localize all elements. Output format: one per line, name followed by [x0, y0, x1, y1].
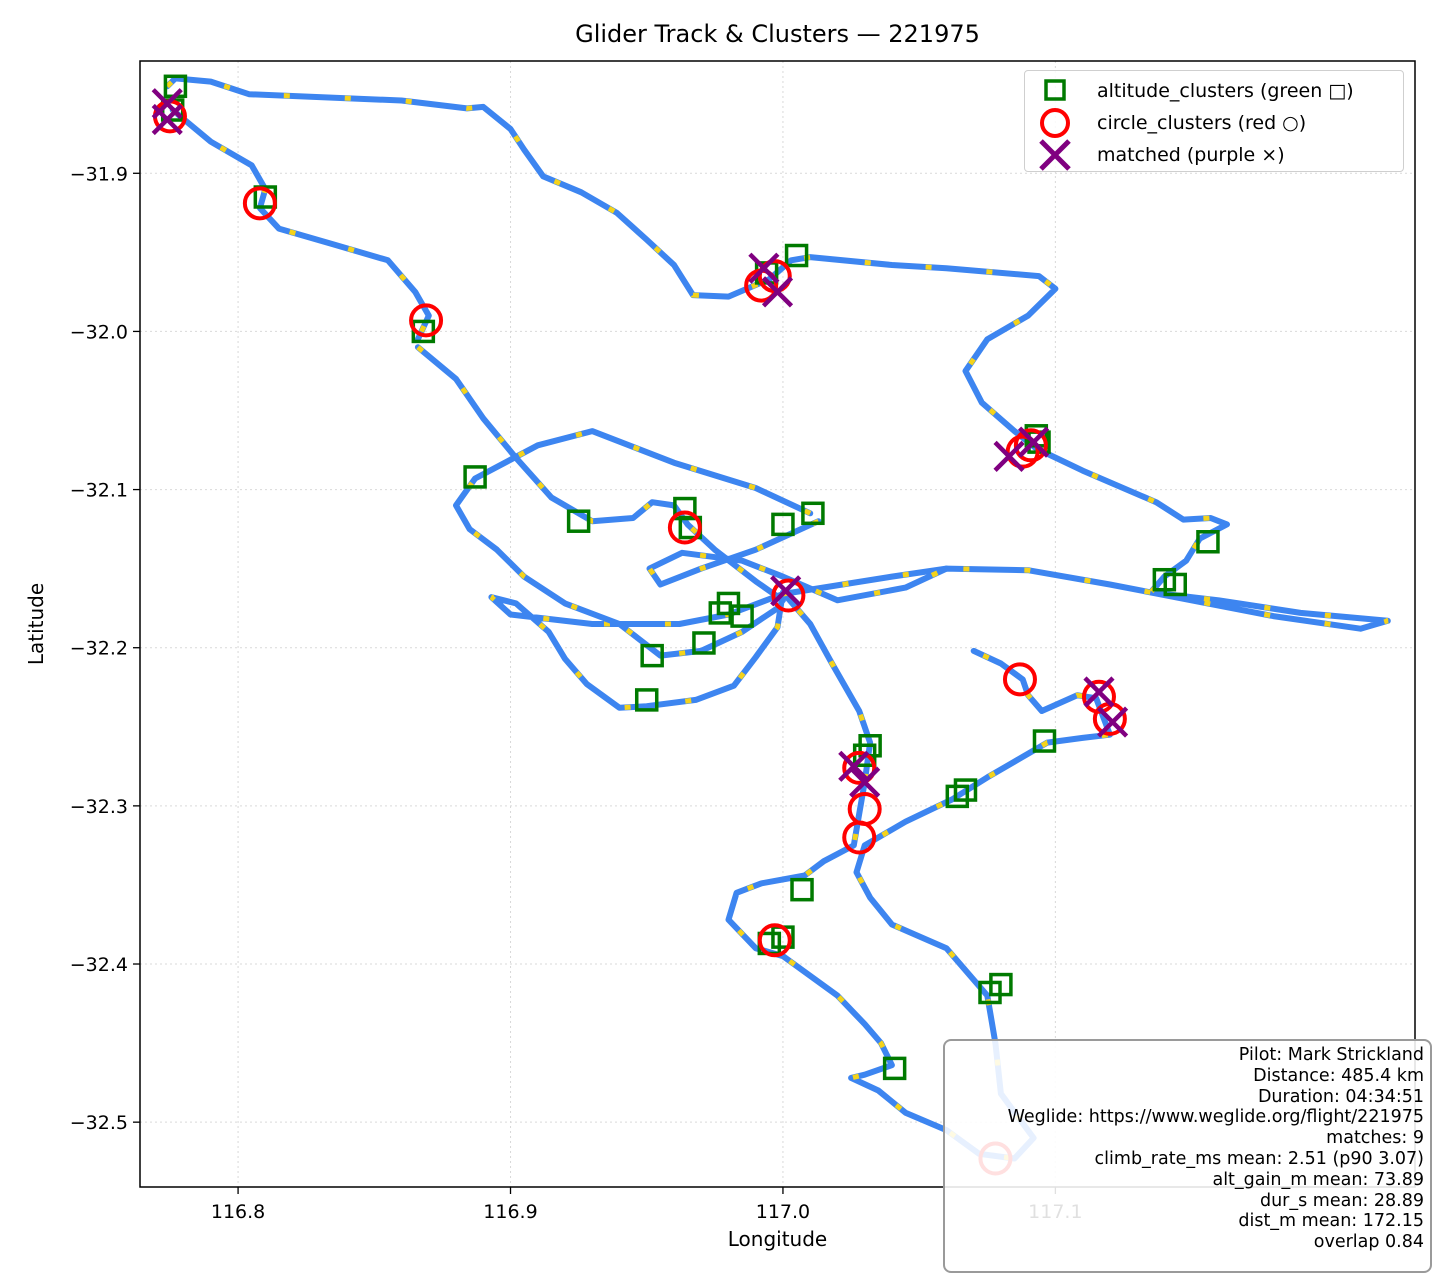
circle-cluster-marker: [667, 510, 702, 545]
altitude-cluster-marker: [978, 980, 1002, 1005]
x-tick-label: 117.0: [756, 1201, 810, 1223]
legend-label: altitude_clusters (green □): [1097, 80, 1354, 102]
matched-marker: [993, 440, 1025, 472]
info-pilot: Pilot: Mark Strickland: [1238, 1045, 1424, 1065]
marker-layer: [151, 74, 1220, 1176]
matched-marker: [761, 276, 794, 308]
chart-title: Glider Track & Clusters — 221975: [575, 20, 980, 48]
circle-cluster-marker: [1013, 428, 1048, 463]
circle-cluster-marker: [757, 923, 792, 958]
track-branch-segment: [646, 518, 950, 604]
y-tick-label: −32.0: [70, 321, 128, 343]
matched-marker: [1083, 676, 1115, 708]
y-tick-label: −32.2: [70, 638, 128, 660]
circle-cluster-marker: [842, 750, 877, 785]
info-dur: dur_s mean: 28.89: [1259, 1190, 1424, 1211]
info-alt-gain: alt_gain_m mean: 73.89: [1212, 1169, 1424, 1190]
y-tick-label: −32.4: [70, 954, 128, 976]
track-layer: [164, 75, 1391, 1162]
green-square-icon: [1044, 79, 1066, 101]
matched-marker: [151, 103, 183, 136]
tick-layer: 116.8116.9117.0117.1−31.9−32.0−32.1−32.2…: [70, 163, 1083, 1223]
x-axis-label: Longitude: [727, 1227, 828, 1251]
matched-marker: [838, 750, 870, 782]
altitude-cluster-marker: [1032, 729, 1057, 753]
legend-item-altitude-clusters: altitude_clusters (green □): [1025, 75, 1403, 107]
plot-frame: [139, 60, 1416, 1188]
info-weglide-link[interactable]: Weglide: https://www.weglide.org/flight/…: [1007, 1107, 1424, 1128]
altitude-cluster-marker: [790, 877, 814, 902]
y-tick-label: −32.3: [70, 796, 128, 818]
altitude-cluster-marker: [882, 1056, 907, 1081]
altitude-cluster-marker: [1196, 530, 1220, 554]
y-tick-label: −31.9: [70, 163, 128, 185]
circle-cluster-marker: [1005, 434, 1040, 469]
info-matches: matches: 9: [1326, 1128, 1424, 1149]
altitude-cluster-marker: [634, 688, 659, 712]
flight-info-box: Pilot: Mark Strickland Distance: 485.4 k…: [943, 1039, 1432, 1273]
x-tick-label: 116.9: [483, 1201, 537, 1223]
legend-item-circle-clusters: circle_clusters (red ○): [1025, 107, 1403, 139]
info-climb-rate: climb_rate_ms mean: 2.51 (p90 3.07): [1094, 1148, 1424, 1169]
y-tick-label: −32.5: [70, 1112, 128, 1134]
altitude-cluster-marker: [730, 604, 754, 628]
x-tick-label: 116.8: [211, 1201, 265, 1223]
altitude-cluster-marker: [566, 509, 591, 533]
circle-cluster-marker: [771, 578, 806, 613]
altitude-cluster-marker: [771, 512, 795, 537]
legend-label: matched (purple ×): [1097, 144, 1285, 166]
matched-marker: [1097, 706, 1129, 738]
track-loop-segment-climb: [453, 428, 812, 659]
altitude-cluster-marker: [953, 778, 978, 802]
track-inner-segment: [414, 344, 786, 604]
altitude-cluster-marker: [692, 631, 716, 655]
circle-cluster-marker: [242, 186, 277, 221]
altitude-cluster-marker: [1163, 572, 1188, 597]
legend: altitude_clusters (green □) circle_clust…: [1024, 70, 1404, 172]
purple-x-icon: [1039, 139, 1071, 171]
circle-cluster-marker: [842, 820, 877, 855]
red-circle-icon: [1040, 108, 1070, 138]
legend-item-matched: matched (purple ×): [1025, 139, 1403, 171]
track-start-segment: [169, 107, 432, 343]
legend-label: circle_clusters (red ○): [1097, 112, 1307, 134]
altitude-cluster-marker: [945, 784, 970, 809]
circle-cluster-marker: [1002, 662, 1037, 697]
matched-marker: [1017, 426, 1050, 458]
altitude-cluster-marker: [801, 501, 825, 526]
circle-cluster-marker: [409, 303, 444, 338]
altitude-cluster-marker: [463, 465, 487, 489]
matched-marker: [849, 766, 881, 798]
y-axis-label: Latitude: [24, 582, 48, 666]
matched-marker: [770, 575, 802, 607]
matched-marker: [748, 252, 780, 284]
info-duration: Duration: 04:34:51: [1257, 1086, 1424, 1107]
track-line: [164, 75, 1391, 1162]
info-overlap: overlap 0.84: [1313, 1232, 1424, 1253]
y-tick-label: −32.1: [70, 480, 128, 502]
altitude-cluster-marker: [716, 591, 741, 616]
info-distance: Distance: 485.4 km: [1253, 1065, 1424, 1086]
altitude-cluster-marker: [784, 243, 809, 268]
altitude-cluster-marker: [640, 643, 664, 668]
info-dist: dist_m mean: 172.15: [1238, 1211, 1424, 1232]
